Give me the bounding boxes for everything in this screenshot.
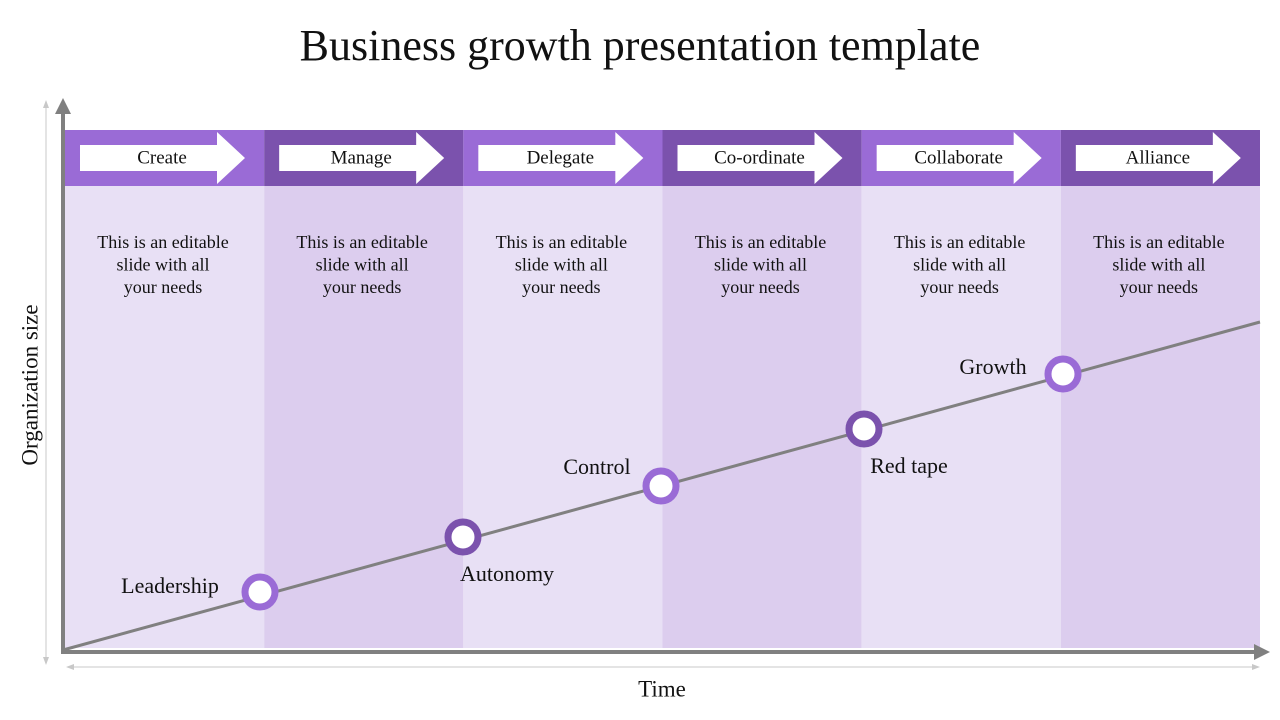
column-text: This is an editable bbox=[1093, 232, 1224, 252]
column-text: your needs bbox=[920, 277, 998, 297]
column-label: Delegate bbox=[527, 147, 595, 168]
x-dimension-arrow bbox=[1252, 664, 1260, 670]
header-arrow bbox=[876, 132, 1042, 184]
title: Business growth presentation template bbox=[300, 21, 981, 70]
column-text: This is an editable bbox=[97, 232, 228, 252]
column-text: slide with all bbox=[714, 255, 807, 275]
header-arrow bbox=[478, 132, 644, 184]
x-axis-arrow bbox=[1254, 644, 1270, 660]
column-body bbox=[463, 186, 663, 648]
x-axis-label: Time bbox=[638, 676, 686, 701]
column-text: your needs bbox=[721, 277, 799, 297]
milestone-label: Leadership bbox=[121, 573, 219, 598]
y-axis-arrow bbox=[55, 98, 71, 114]
header-arrow bbox=[80, 132, 245, 184]
column-text: slide with all bbox=[117, 255, 210, 275]
column-text: your needs bbox=[522, 277, 600, 297]
column-label: Collaborate bbox=[914, 147, 1003, 168]
milestone-marker bbox=[1044, 355, 1082, 393]
column-text: slide with all bbox=[515, 255, 608, 275]
column-label: Alliance bbox=[1126, 147, 1190, 168]
column-text: your needs bbox=[323, 277, 401, 297]
column-body bbox=[65, 186, 265, 648]
column-body bbox=[1060, 186, 1260, 648]
column-label: Co-ordinate bbox=[714, 147, 805, 168]
milestones: Leadership Autonomy Control Red tape Growth bbox=[121, 354, 1082, 611]
milestone-label: Autonomy bbox=[460, 561, 554, 586]
column-body bbox=[662, 186, 862, 648]
column-label: Manage bbox=[331, 147, 392, 168]
column-text: This is an editable bbox=[496, 232, 627, 252]
column-text: your needs bbox=[124, 277, 202, 297]
x-dimension-arrow bbox=[66, 664, 74, 670]
header-arrow bbox=[677, 132, 843, 184]
column-body bbox=[264, 186, 464, 648]
milestone-marker bbox=[642, 467, 680, 505]
column-text: This is an editable bbox=[894, 232, 1025, 252]
column-text: slide with all bbox=[316, 255, 409, 275]
milestone-marker bbox=[444, 518, 482, 556]
milestone-label: Growth bbox=[959, 354, 1026, 379]
milestone-label: Red tape bbox=[870, 453, 948, 478]
y-dimension-arrow bbox=[43, 100, 49, 108]
column-body bbox=[861, 186, 1061, 648]
header-arrow bbox=[279, 132, 445, 184]
header-arrow bbox=[1075, 132, 1241, 184]
column-text: This is an editable bbox=[296, 232, 427, 252]
y-dimension-arrow bbox=[43, 657, 49, 665]
column-text: your needs bbox=[1120, 277, 1198, 297]
milestone-marker bbox=[845, 410, 883, 448]
milestone-marker bbox=[241, 573, 279, 611]
column-text: This is an editable bbox=[695, 232, 826, 252]
milestone-label: Control bbox=[563, 454, 630, 479]
y-axis-label: Organization size bbox=[17, 304, 42, 465]
column-text: slide with all bbox=[913, 255, 1006, 275]
column-label: Create bbox=[137, 147, 187, 168]
column-text: slide with all bbox=[1112, 255, 1205, 275]
